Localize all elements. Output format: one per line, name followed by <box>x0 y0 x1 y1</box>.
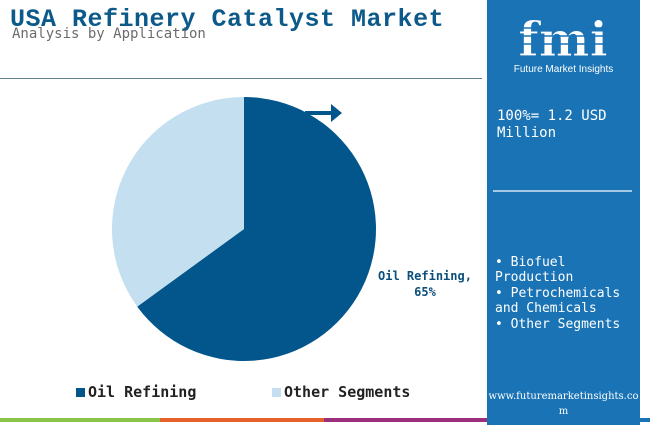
sidebar-divider <box>493 190 632 192</box>
data-label-value: 65% <box>414 285 436 299</box>
legend-item-oil-refining: Oil Refining <box>76 383 196 401</box>
segment-list: • Biofuel Production • Petrochemicals an… <box>495 255 640 333</box>
segment-item: • Biofuel Production <box>495 255 574 285</box>
info-sidebar: fmi Future Market Insights 100%= 1.2 USD… <box>487 0 640 425</box>
pie-slice-oil-refining <box>137 97 376 362</box>
data-label-category: Oil Refining, <box>378 269 472 283</box>
chart-subtitle: Analysis by Application <box>12 26 206 42</box>
market-total: 100%= 1.2 USD Million <box>497 108 607 141</box>
logo-text: Future Market Insights <box>513 64 614 75</box>
pie-slices <box>112 97 376 362</box>
bottom-bar-purple <box>324 418 487 422</box>
segment-item: • Other Segments <box>495 317 621 332</box>
logo-letters: fmi <box>518 12 608 64</box>
legend-item-other-segments: Other Segments <box>272 383 410 401</box>
legend-swatch-other-segments <box>272 387 281 397</box>
legend-label: Other Segments <box>284 383 411 401</box>
website-url[interactable]: www.futuremarketinsights.com <box>488 391 639 417</box>
segment-item: • Petrochemicals and Chemicals <box>495 286 621 316</box>
bottom-bar-green <box>0 418 160 422</box>
legend-label: Oil Refining <box>88 383 197 401</box>
bottom-bar-orange <box>160 418 324 422</box>
fmi-logo-icon: fmi <box>517 12 609 64</box>
bottom-bar-blue <box>487 418 650 422</box>
header-divider <box>0 78 482 79</box>
legend-swatch-oil-refining <box>76 387 85 397</box>
pie-chart: Oil Refining, 65% <box>112 97 472 362</box>
pie-slice-other-segments <box>112 97 244 307</box>
chart-title: USA Refinery Catalyst Market <box>10 5 445 34</box>
arrow-icon <box>305 104 342 122</box>
bottom-color-bar <box>0 418 650 422</box>
